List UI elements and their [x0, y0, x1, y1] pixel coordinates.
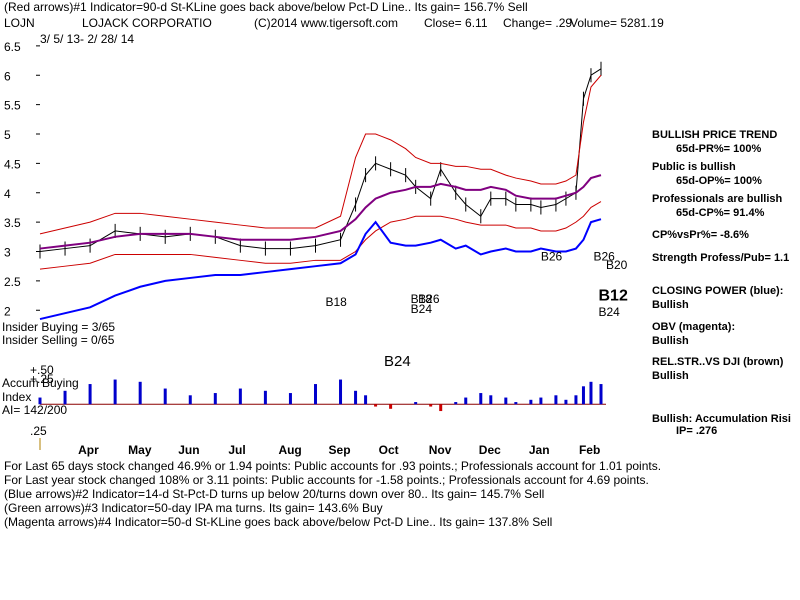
obv-label: OBV (magenta): [652, 321, 736, 333]
y-tick-label: 4 [4, 187, 11, 201]
signal-label: B18 [411, 292, 433, 306]
volume-value: Volume= 5281.19 [570, 16, 664, 30]
x-tick-label: May [128, 443, 152, 457]
x-tick-label: Nov [429, 443, 452, 457]
b24-lower-label: B24 [384, 353, 411, 370]
x-tick-label: Apr [78, 443, 99, 457]
y-tick-label: 2.5 [4, 275, 21, 289]
pr-value: 65d-PR%= 100% [676, 143, 762, 155]
plus-50-label: +.50 [30, 363, 54, 377]
series-moving-average [39, 174, 602, 250]
cp-vs-pr: CP%vsPr%= -8.6% [652, 229, 749, 241]
y-tick-label: 3 [4, 246, 11, 260]
x-tick-label: Jul [228, 443, 245, 457]
red-arrows-note: (Red arrows)#1 Indicator=90-d St-KLine g… [4, 0, 528, 14]
x-tick-label: Oct [379, 443, 399, 457]
strength-ratio: Strength Profess/Pub= 1.1 [652, 252, 790, 264]
signal-label: B24 [411, 302, 433, 316]
signal-label: B20 [606, 258, 628, 272]
y-tick-label: 5.5 [4, 99, 21, 113]
company-name: LOJACK CORPORATIO [82, 16, 212, 30]
closing-power-state: Bullish [652, 299, 689, 311]
op-value: 65d-OP%= 100% [676, 175, 762, 187]
series-price [39, 68, 602, 252]
y-tick-label: 6 [4, 69, 11, 83]
close-value: Close= 6.11 [424, 16, 488, 30]
signal-label: B24 [598, 305, 620, 319]
trend-title: BULLISH PRICE TREND [652, 129, 778, 141]
y-tick-label: 2 [4, 304, 11, 318]
closing-power-label: CLOSING POWER (blue): [652, 285, 784, 297]
series-closing-power [39, 218, 602, 321]
footer-line-1: For Last 65 days stock changed 46.9% or … [4, 459, 662, 473]
footer-line-3: (Blue arrows)#2 Indicator=14-d St-Pct-D … [4, 487, 545, 501]
relstr-label: REL.STR..VS DJI (brown) [652, 356, 784, 368]
public-state: Public is bullish [652, 161, 736, 173]
y-tick-label: 5 [4, 128, 11, 142]
date-range: 3/ 5/ 13- 2/ 28/ 14 [40, 32, 135, 46]
change-value: Change= .29 [503, 16, 573, 30]
signal-label: B26 [418, 292, 440, 306]
copyright: (C)2014 www.tigersoft.com [254, 16, 399, 30]
signal-label: B26 [593, 249, 615, 263]
pros-state: Professionals are bullish [652, 193, 783, 205]
x-tick-label: Aug [278, 443, 301, 457]
insider-selling: Insider Selling = 0/65 [2, 333, 115, 347]
y-tick-label: 4.5 [4, 157, 21, 171]
x-tick-label: Sep [329, 443, 351, 457]
relstr-state: Bullish [652, 370, 689, 382]
ip-value: IP= .276 [676, 425, 718, 437]
obv-state: Bullish [652, 335, 689, 347]
signal-label: B12 [598, 287, 627, 304]
x-tick-label: Feb [579, 443, 600, 457]
x-tick-label: Dec [479, 443, 501, 457]
footer-line-2: For Last year stock changed 108% or 3.11… [4, 473, 649, 487]
footer-line-4: (Green arrows)#3 Indicator=50-day IPA ma… [4, 501, 383, 515]
x-tick-label: Jan [529, 443, 550, 457]
x-tick-label: Jun [178, 443, 199, 457]
series-lower-band [39, 201, 602, 270]
zero-25-label: .25 [30, 424, 47, 438]
cp-value: 65d-CP%= 91.4% [676, 207, 765, 219]
insider-buying: Insider Buying = 3/65 [2, 320, 116, 334]
plus-25-label: +.25 [30, 372, 54, 386]
y-tick-label: 6.5 [4, 40, 21, 54]
symbol: LOJN [4, 16, 35, 30]
series-upper-band [39, 74, 602, 235]
signal-label: B26 [541, 249, 563, 263]
accum-state: Bullish: Accumulation Risi [652, 413, 791, 425]
accum-index-title-2: Index [2, 390, 32, 404]
ai-value: AI= 142/200 [2, 403, 68, 417]
footer-line-5: (Magenta arrows)#4 Indicator=50-d St-KLi… [4, 515, 553, 529]
signal-label: B18 [326, 295, 348, 309]
y-tick-label: 3.5 [4, 216, 21, 230]
accum-index-title-1: Accum Buying [2, 376, 79, 390]
